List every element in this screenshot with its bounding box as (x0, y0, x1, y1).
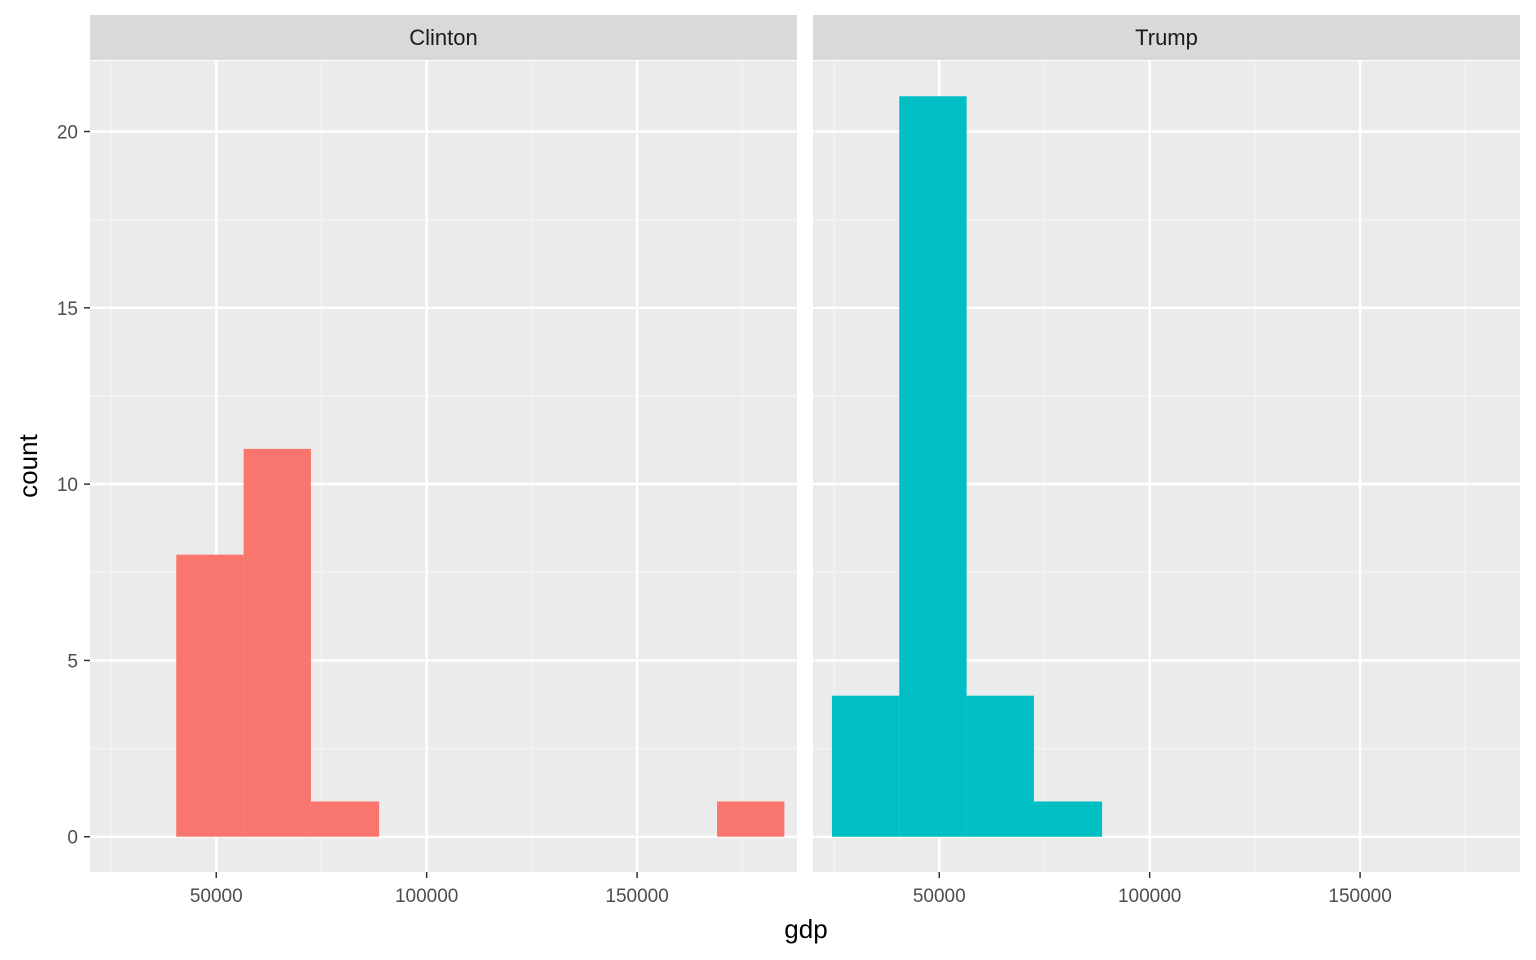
facet-strip-label: Trump (1135, 25, 1198, 50)
y-tick-label: 10 (57, 475, 78, 496)
histogram-bar (831, 695, 900, 837)
histogram-bar (310, 801, 380, 837)
x-axis-title: gdp (784, 914, 827, 944)
histogram-bar (176, 554, 244, 837)
x-tick-label: 50000 (190, 886, 243, 907)
histogram-bar (899, 96, 967, 837)
x-tick-label: 100000 (1118, 886, 1181, 907)
facet-strip (90, 15, 797, 60)
histogram-bar (1033, 801, 1103, 837)
y-axis: 0 5 10 15 20 (57, 123, 90, 849)
x-tick-label: 100000 (395, 886, 458, 907)
facet-panel-clinton: Clinton 50000 100000 150000 (90, 15, 797, 907)
x-tick-label: 50000 (913, 886, 966, 907)
facet-strip-label: Clinton (409, 25, 477, 50)
x-tick-label: 150000 (605, 886, 668, 907)
histogram-bar (243, 448, 311, 837)
y-tick-label: 0 (67, 828, 78, 849)
facet-panel-trump: Trump 50000 100000 150000 (813, 15, 1520, 907)
histogram-bar (717, 801, 785, 837)
facet-strip (813, 15, 1520, 60)
facet-panels: Clinton 50000 100000 150000 Trump 50000 100000… (90, 15, 1520, 907)
x-tick-label: 150000 (1328, 886, 1391, 907)
y-axis-title: count (13, 433, 43, 497)
y-tick-label: 15 (57, 299, 78, 320)
histogram-bar (966, 695, 1034, 837)
y-tick-label: 5 (67, 651, 78, 672)
y-tick-label: 20 (57, 123, 78, 144)
